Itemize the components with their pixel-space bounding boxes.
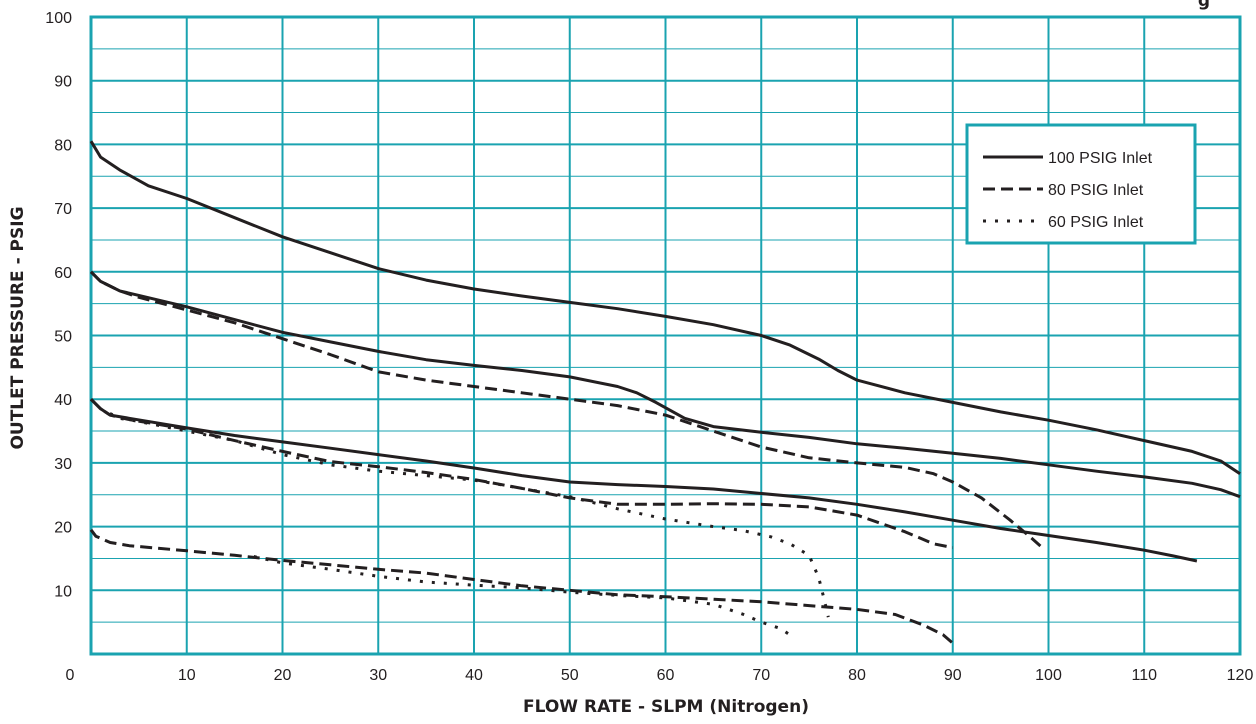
legend-label-60: 60 PSIG Inlet [1048, 214, 1144, 231]
x-tick-label: 50 [561, 667, 579, 684]
x-tick-label: 120 [1227, 667, 1254, 684]
y-tick-label: 60 [54, 265, 72, 282]
series-line-solid-2 [89, 398, 1198, 563]
x-axis-title: FLOW RATE - SLPM (Nitrogen) [523, 697, 809, 717]
x-tick-label: 30 [369, 667, 387, 684]
y-tick-label: 50 [54, 329, 72, 346]
y-tick-label: 40 [54, 392, 72, 409]
top-right-text: g [1198, 0, 1210, 11]
series-line-dashed-3 [89, 270, 1045, 551]
x-tick-label: 0 [66, 667, 75, 684]
x-tick-label: 70 [752, 667, 770, 684]
y-tick-label: 30 [54, 456, 72, 473]
series-line-solid-0 [89, 140, 1241, 475]
legend: 100 PSIG Inlet 80 PSIG Inlet 60 PSIG Inl… [965, 123, 1197, 245]
x-tick-label: 80 [848, 667, 866, 684]
series-line-dashed-5 [89, 528, 954, 645]
legend-label-80: 80 PSIG Inlet [1048, 182, 1144, 199]
x-tick-label: 10 [178, 667, 196, 684]
x-tick-label: 40 [465, 667, 483, 684]
y-tick-label: 100 [45, 10, 72, 27]
plot-frame [89, 15, 1242, 656]
x-tick-label: 20 [274, 667, 292, 684]
series-line-dotted-6 [89, 398, 830, 618]
x-tick-label: 90 [944, 667, 962, 684]
y-tick-label: 80 [54, 137, 72, 154]
grid [89, 15, 1242, 656]
y-tick-label: 90 [54, 74, 72, 91]
x-tick-label: 60 [657, 667, 675, 684]
x-tick-label: 100 [1035, 667, 1062, 684]
legend-box [965, 123, 1197, 245]
y-tick-label: 20 [54, 520, 72, 537]
series-line-solid-1 [89, 270, 1241, 499]
y-tick-label: 70 [54, 201, 72, 218]
tick-labels: 0 10 20 30 40 50 60 70 80 90 100 110 120 10 20 30 40 50 60… [45, 10, 1253, 684]
series-lines [89, 140, 1241, 645]
y-axis-title: OUTLET PRESSURE - PSIG [8, 206, 28, 449]
series-line-dotted-7 [253, 555, 791, 637]
legend-label-100: 100 PSIG Inlet [1048, 150, 1153, 167]
x-tick-label: 110 [1131, 667, 1157, 684]
y-tick-label: 10 [54, 583, 72, 600]
